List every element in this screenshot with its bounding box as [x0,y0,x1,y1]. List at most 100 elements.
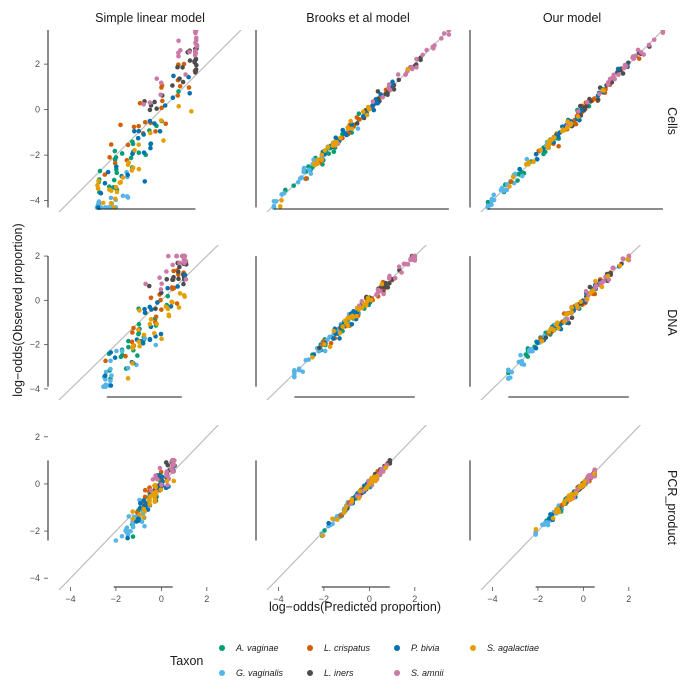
data-point [403,71,409,77]
data-point [374,100,380,106]
data-point [125,195,131,200]
data-point [556,143,561,149]
data-point [102,180,108,186]
data-point [399,270,404,275]
data-point [108,383,114,388]
data-point [412,258,418,263]
data-point [163,460,169,465]
data-point [125,142,131,148]
row-strip-label: Cells [665,107,679,135]
data-point [137,505,143,511]
data-point [141,498,147,503]
data-point [118,354,124,360]
data-point [366,107,372,112]
data-point [303,357,309,363]
data-point [170,83,175,88]
data-point [158,80,164,86]
data-point [446,30,452,33]
data-point [118,122,123,128]
data-point [176,89,181,94]
data-point [142,310,148,316]
data-point [374,292,379,298]
data-point [660,30,666,33]
data-point [538,147,544,153]
data-point [348,118,353,124]
data-point [641,52,647,57]
data-point [136,327,141,332]
data-point [96,178,101,184]
data-point [170,262,175,268]
data-point [158,331,164,337]
data-point [193,57,199,62]
data-point [441,31,447,36]
facet-panel [47,30,242,212]
data-point [338,513,343,518]
data-point [646,42,652,48]
data-point [181,260,187,265]
data-point [95,183,100,188]
data-point [152,496,158,501]
data-point [126,344,131,350]
data-point [108,350,114,355]
data-point [519,173,525,179]
data-point [420,52,425,58]
data-point [159,482,164,488]
data-point [371,107,377,113]
data-point [174,301,180,306]
data-point [360,109,366,115]
data-point [135,135,141,141]
legend-swatch [219,645,225,651]
data-point [136,128,142,134]
data-point [635,47,641,53]
data-point [596,91,602,97]
data-point [125,172,131,178]
data-point [616,72,621,77]
data-point [180,79,186,85]
data-point [102,172,108,177]
data-point [130,516,136,522]
data-point [126,338,131,344]
data-point [569,315,575,320]
data-point [569,305,575,310]
data-point [545,522,551,528]
data-point [534,156,540,162]
data-point [148,130,153,136]
data-point [593,278,598,284]
data-point [533,345,539,351]
data-point [508,179,514,185]
y-tick-label: −4 [30,196,40,206]
data-point [360,113,366,119]
data-point [170,277,175,283]
data-point [387,280,392,286]
data-point [168,304,174,309]
data-point [546,329,552,334]
facet-panel [469,425,642,590]
facet-panel [255,245,428,400]
data-point [175,93,181,98]
data-point [344,132,349,138]
data-point [135,353,140,358]
legend-label: S. amnii [411,668,445,678]
data-point [147,304,153,310]
legend-label: L. crispatus [324,643,371,653]
data-point [582,479,587,484]
data-point [320,533,325,538]
data-point [533,531,538,537]
data-point [606,277,612,283]
data-point [506,368,511,373]
data-point [379,281,385,287]
data-point [187,91,193,96]
data-point [296,366,302,371]
x-tick-label: −4 [487,594,497,604]
y-axis-title: log−odds(Observed proportion) [11,223,25,396]
data-point [625,257,630,262]
data-point [392,275,398,281]
x-tick-label: −4 [65,594,75,604]
data-point [108,366,113,372]
data-point [337,336,342,341]
data-point [295,179,301,185]
data-point [165,285,170,291]
data-point [164,269,169,274]
data-point [152,99,157,105]
data-point [575,304,580,310]
